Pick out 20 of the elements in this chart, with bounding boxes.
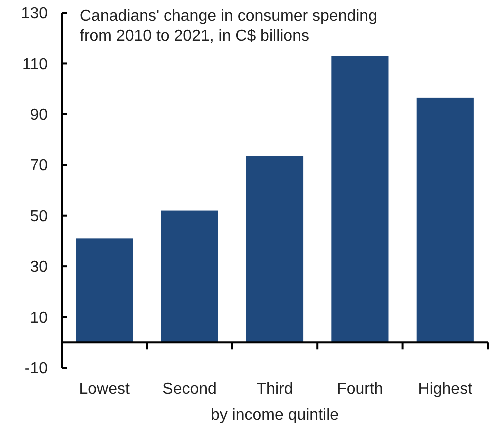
- x-tick-label: Second: [162, 381, 217, 398]
- x-tick-label: Fourth: [337, 381, 384, 398]
- y-tick-label: 10: [30, 310, 48, 327]
- x-axis-title: by income quintile: [210, 407, 340, 424]
- bar: [332, 56, 389, 343]
- bar: [246, 156, 304, 343]
- bar: [161, 210, 218, 343]
- bar: [416, 98, 474, 343]
- y-tick-label: 50: [30, 208, 48, 226]
- y-tick-label: 90: [30, 107, 48, 124]
- y-tick-label: 30: [30, 259, 48, 276]
- y-tick-label: 70: [30, 158, 48, 175]
- bar: [76, 238, 134, 343]
- x-tick-label: Highest: [418, 381, 474, 398]
- y-tick-label: 110: [22, 56, 48, 74]
- y-tick-label: 130: [21, 6, 48, 23]
- chart-title: Canadians' change in consumer spending from 2010 to 2021, in C$ billions: [80, 8, 378, 45]
- x-tick-label: Third: [256, 381, 294, 398]
- x-tick-label: Lowest: [79, 381, 130, 398]
- y-tick-label: -10: [24, 360, 48, 378]
